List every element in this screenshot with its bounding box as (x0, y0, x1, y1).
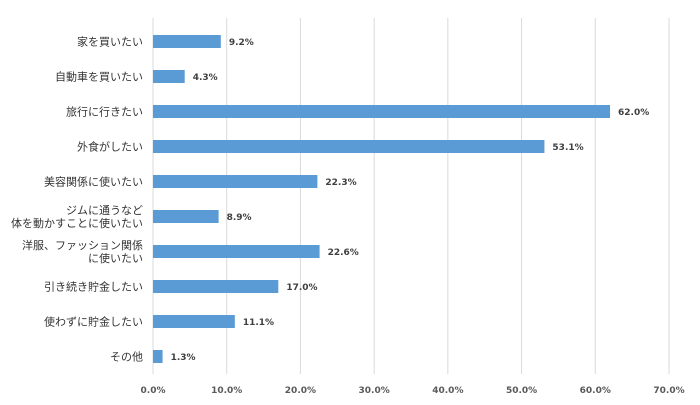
category-label-line: 自動車を買いたい (55, 70, 143, 84)
data-label: 9.2% (229, 38, 254, 48)
gridlines (152, 18, 670, 374)
category-label-line: 体を動かすことに使いたい (11, 216, 143, 230)
x-axis-ticks: 0.0% 10.0% 20.0% 30.0% 40.0% 50.0% 60.0% 70.0% (141, 386, 685, 396)
category-label: 外食がしたい (77, 140, 143, 154)
x-tick-label: 30.0% (359, 386, 390, 396)
x-tick-label: 50.0% (506, 386, 537, 396)
x-tick-label: 10.0% (211, 386, 242, 396)
category-label-line: その他 (110, 351, 143, 364)
category-label: 美容関係に使いたい (44, 175, 143, 189)
category-label-line: 旅行に行きたい (66, 105, 143, 119)
category-label: その他 (110, 351, 143, 364)
category-label: 自動車を買いたい (55, 70, 143, 84)
data-labels: 9.2% 4.3% 62.0% 53.1% 22.3% 8.9% 22.6% 17.0% 11.… (171, 38, 650, 363)
category-label-line: 洋服、ファッション関係 (22, 238, 143, 252)
data-label: 22.3% (325, 178, 356, 188)
data-label: 53.1% (552, 143, 583, 153)
data-label: 62.0% (618, 108, 649, 118)
data-label: 1.3% (171, 353, 196, 363)
category-labels: 家を買いたい自動車を買いたい旅行に行きたい外食がしたい美容関係に使いたいジムに通… (11, 35, 143, 364)
category-label: 洋服、ファッション関係に使いたい (22, 238, 143, 265)
x-tick-label: 70.0% (653, 386, 684, 396)
x-tick-label: 40.0% (432, 386, 463, 396)
x-tick-label: 0.0% (141, 386, 166, 396)
bar (153, 315, 235, 328)
data-label: 17.0% (286, 283, 317, 293)
category-label-line: 使わずに貯金したい (44, 315, 143, 329)
bars (153, 35, 611, 363)
bar (153, 280, 279, 293)
bar (153, 175, 318, 188)
bar (153, 105, 611, 118)
x-tick-label: 60.0% (580, 386, 611, 396)
bar (153, 35, 221, 48)
category-label-line: ジムに通うなど (66, 204, 143, 217)
category-label: ジムに通うなど体を動かすことに使いたい (11, 204, 143, 230)
category-label-line: 家を買いたい (77, 35, 143, 49)
data-label: 8.9% (227, 213, 252, 223)
bar (153, 245, 320, 258)
bar (153, 350, 163, 363)
category-label-line: 外食がしたい (77, 140, 143, 154)
data-label: 22.6% (328, 248, 359, 258)
bar (153, 210, 219, 223)
category-label: 旅行に行きたい (66, 105, 143, 119)
data-label: 4.3% (193, 73, 218, 83)
x-tick-label: 20.0% (285, 386, 316, 396)
category-label-line: 美容関係に使いたい (44, 175, 143, 189)
category-label-line: 引き続き貯金したい (44, 280, 143, 294)
bar (153, 140, 545, 153)
category-label: 使わずに貯金したい (44, 315, 143, 329)
category-label: 家を買いたい (77, 35, 143, 49)
data-label: 11.1% (243, 318, 274, 328)
category-label: 引き続き貯金したい (44, 280, 143, 294)
bar (153, 70, 185, 83)
category-label-line: に使いたい (88, 252, 143, 265)
